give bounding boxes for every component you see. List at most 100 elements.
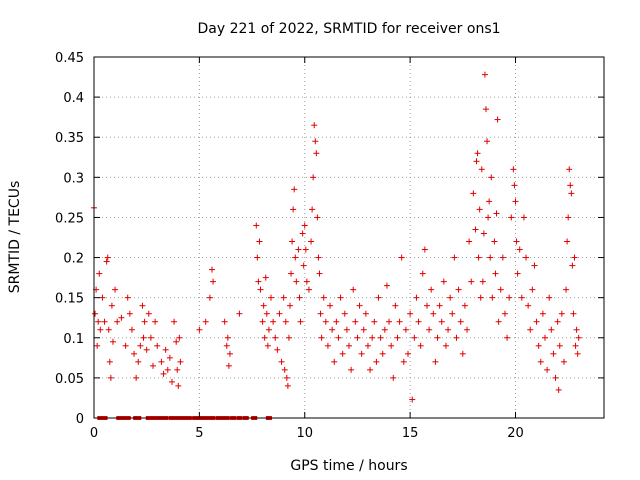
data-point (523, 254, 530, 261)
data-point (265, 326, 272, 333)
data-point (263, 310, 270, 317)
data-point (390, 374, 397, 381)
data-point (292, 254, 299, 261)
data-point (398, 254, 405, 261)
data-point (308, 238, 315, 245)
data-point (461, 302, 468, 309)
data-point (550, 350, 557, 357)
data-point (358, 350, 365, 357)
data-point (504, 334, 511, 341)
data-point (312, 138, 319, 145)
data-point (320, 294, 327, 301)
data-point (388, 342, 395, 349)
data-point (548, 326, 555, 333)
data-point (481, 71, 488, 78)
data-point (150, 362, 157, 369)
data-point (311, 122, 318, 129)
data-point (492, 270, 499, 277)
data-point (305, 286, 312, 293)
data-point (104, 254, 111, 261)
data-point (421, 246, 428, 253)
data-point (143, 346, 150, 353)
grid-lines (94, 57, 604, 418)
data-point (284, 382, 291, 389)
data-point (411, 334, 418, 341)
data-point (568, 190, 575, 197)
data-point (281, 366, 288, 373)
data-point (455, 286, 462, 293)
data-point (574, 350, 581, 357)
data-point (254, 254, 261, 261)
data-point (367, 366, 374, 373)
data-point (175, 382, 182, 389)
data-point (477, 294, 484, 301)
data-point (364, 342, 371, 349)
plot-frame (93, 56, 605, 419)
y-tick-label: 0.45 (55, 51, 84, 66)
data-point (479, 278, 486, 285)
data-point (309, 206, 316, 213)
data-point (288, 270, 295, 277)
data-point (137, 342, 144, 349)
data-point (415, 318, 422, 325)
data-point (373, 358, 380, 365)
y-tick-label: 0.25 (55, 211, 84, 226)
data-point (302, 246, 309, 253)
data-point (379, 350, 386, 357)
data-point (436, 302, 443, 309)
data-point (438, 318, 445, 325)
data-point (290, 206, 297, 213)
data-point (396, 318, 403, 325)
data-point (333, 318, 340, 325)
data-point (486, 198, 493, 205)
data-point (541, 334, 548, 341)
data-point (451, 254, 458, 261)
data-point (555, 386, 562, 393)
data-point (386, 318, 393, 325)
data-point (171, 318, 178, 325)
x-tick-label: 15 (402, 426, 419, 441)
data-point (126, 310, 133, 317)
data-point (270, 318, 277, 325)
data-point (457, 318, 464, 325)
data-point (133, 374, 140, 381)
data-point (286, 302, 293, 309)
axis-ticks (93, 56, 604, 419)
y-tick-labels: 0 0.05 0.1 0.15 0.2 0.25 0.3 0.35 0.4 0.45 (55, 51, 84, 427)
data-point (527, 326, 534, 333)
data-point (226, 350, 233, 357)
data-point (105, 326, 112, 333)
data-point (301, 222, 308, 229)
data-point (362, 310, 369, 317)
data-point (280, 294, 287, 301)
data-point (571, 254, 578, 261)
data-point (564, 238, 571, 245)
data-point (575, 334, 582, 341)
data-point (97, 326, 104, 333)
data-point (140, 334, 147, 341)
data-point (478, 166, 485, 173)
data-point (313, 150, 320, 157)
data-point (405, 350, 412, 357)
data-point (99, 294, 106, 301)
data-point (337, 294, 344, 301)
data-point (112, 286, 119, 293)
data-point (466, 238, 473, 245)
chart-title: Day 221 of 2022, SRMTID for receiver ons… (197, 21, 500, 37)
data-point (329, 326, 336, 333)
data-point (560, 358, 567, 365)
data-point (475, 254, 482, 261)
data-point (572, 342, 579, 349)
data-point (341, 310, 348, 317)
x-tick-labels: 0 5 10 15 20 (90, 426, 524, 441)
data-point (256, 238, 263, 245)
data-point (459, 350, 466, 357)
data-point (122, 342, 129, 349)
data-point (470, 190, 477, 197)
data-point (474, 150, 481, 157)
data-point (488, 174, 495, 181)
data-point (128, 326, 135, 333)
data-point (278, 358, 285, 365)
data-point (109, 338, 116, 345)
y-tick-label: 0.35 (55, 131, 84, 146)
